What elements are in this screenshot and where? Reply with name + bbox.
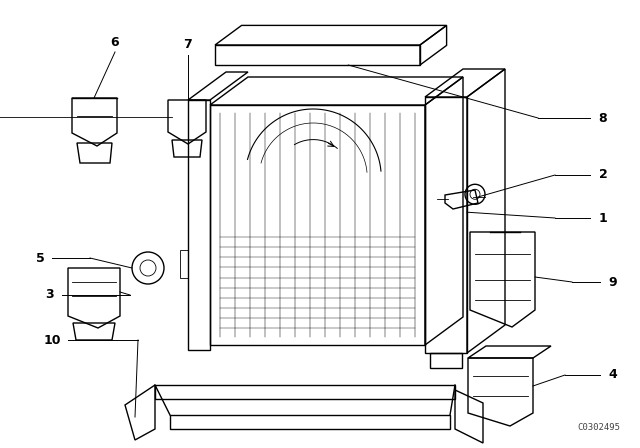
Text: 4: 4 (609, 369, 618, 382)
Bar (215, 45, 420, 65)
Bar (210, 105, 425, 345)
Bar (170, 415, 450, 429)
Text: 10: 10 (44, 333, 61, 346)
Text: C0302495: C0302495 (577, 423, 620, 432)
Text: 3: 3 (45, 289, 54, 302)
Text: 7: 7 (184, 38, 193, 51)
Bar (188, 100, 210, 350)
Bar (425, 97, 467, 353)
Text: 1: 1 (598, 211, 607, 224)
Text: 9: 9 (609, 276, 618, 289)
Text: 6: 6 (111, 35, 119, 48)
Text: 8: 8 (598, 112, 607, 125)
Bar (155, 385, 455, 399)
Text: 5: 5 (36, 251, 44, 264)
Text: 2: 2 (598, 168, 607, 181)
